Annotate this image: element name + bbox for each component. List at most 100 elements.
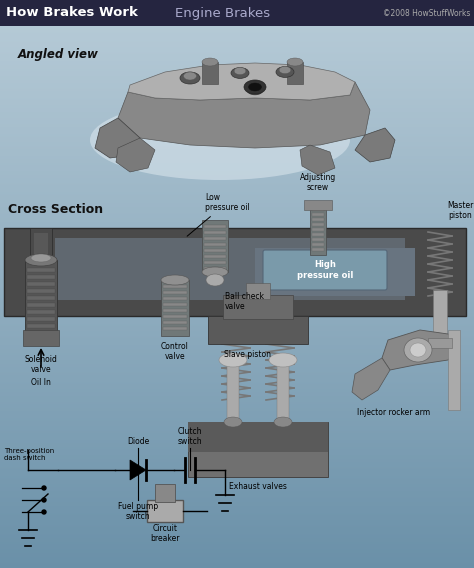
Bar — [23, 330, 59, 346]
Ellipse shape — [274, 417, 292, 427]
Ellipse shape — [25, 254, 57, 266]
Bar — [312, 218, 324, 220]
Bar — [163, 315, 187, 318]
Bar — [188, 422, 328, 452]
Bar — [312, 243, 324, 245]
Bar — [223, 295, 293, 319]
Ellipse shape — [248, 83, 262, 91]
Bar — [27, 324, 55, 328]
Bar — [204, 225, 226, 228]
Ellipse shape — [287, 58, 303, 66]
Bar — [246, 283, 270, 299]
Bar — [27, 310, 55, 314]
Bar — [287, 62, 303, 84]
Text: Diode: Diode — [127, 437, 149, 446]
Ellipse shape — [404, 338, 432, 362]
Ellipse shape — [183, 72, 197, 80]
Bar — [0, 0, 474, 26]
Bar — [34, 233, 48, 283]
Ellipse shape — [410, 343, 426, 357]
Text: Oil In: Oil In — [31, 378, 51, 387]
Polygon shape — [352, 358, 390, 400]
Polygon shape — [95, 118, 140, 158]
Polygon shape — [355, 128, 395, 162]
Bar — [433, 290, 447, 340]
Text: Engine Brakes: Engine Brakes — [175, 6, 270, 19]
Text: High
pressure oil: High pressure oil — [297, 260, 353, 279]
Ellipse shape — [269, 353, 297, 367]
Bar — [312, 228, 324, 231]
Bar — [163, 291, 187, 294]
Text: Ball check
valve: Ball check valve — [225, 292, 264, 311]
Bar — [204, 237, 226, 240]
Text: Control
valve: Control valve — [161, 342, 189, 361]
Bar — [204, 249, 226, 252]
Bar — [163, 327, 187, 330]
Text: Circuit
breaker: Circuit breaker — [150, 524, 180, 544]
Ellipse shape — [31, 254, 51, 262]
Ellipse shape — [234, 68, 246, 74]
Text: Fuel pump
switch: Fuel pump switch — [118, 502, 158, 521]
Text: Injector rocker arm: Injector rocker arm — [357, 408, 430, 417]
Bar — [204, 255, 226, 258]
Text: Clutch
switch: Clutch switch — [178, 427, 202, 446]
Bar — [25, 260, 57, 332]
Ellipse shape — [202, 58, 218, 66]
Bar — [312, 208, 324, 211]
Text: Cross Section: Cross Section — [8, 203, 103, 216]
Bar — [27, 275, 55, 279]
Ellipse shape — [276, 66, 294, 77]
Text: Low
pressure oil: Low pressure oil — [187, 193, 250, 236]
Text: Exhaust valves: Exhaust valves — [229, 482, 287, 491]
Bar — [163, 285, 187, 288]
Bar — [163, 297, 187, 300]
Text: Adjusting
screw: Adjusting screw — [300, 173, 336, 192]
Ellipse shape — [279, 66, 291, 74]
Bar — [27, 296, 55, 300]
Text: Slave piston: Slave piston — [225, 350, 272, 359]
Bar — [312, 248, 324, 250]
Bar — [27, 289, 55, 293]
Bar — [4, 228, 466, 316]
Polygon shape — [118, 82, 370, 148]
Bar — [204, 231, 226, 234]
Text: Angled view: Angled view — [18, 48, 99, 61]
Bar — [204, 267, 226, 270]
Text: Three-position
dash switch: Three-position dash switch — [4, 448, 54, 461]
Ellipse shape — [247, 85, 263, 95]
Text: Solenoid
valve: Solenoid valve — [25, 355, 57, 374]
Ellipse shape — [224, 417, 242, 427]
Bar — [304, 200, 332, 210]
Bar — [27, 282, 55, 286]
Ellipse shape — [42, 498, 46, 502]
Ellipse shape — [90, 100, 350, 180]
Bar — [27, 303, 55, 307]
Bar — [155, 484, 175, 502]
Bar — [161, 280, 189, 336]
Bar — [163, 309, 187, 312]
Bar — [30, 228, 52, 288]
Bar — [255, 248, 415, 296]
Bar — [277, 360, 289, 425]
Bar — [163, 303, 187, 306]
Text: Master
piston: Master piston — [447, 201, 473, 220]
Polygon shape — [130, 460, 146, 480]
Bar — [312, 223, 324, 225]
Ellipse shape — [202, 267, 228, 277]
Bar — [204, 243, 226, 246]
Bar — [204, 261, 226, 264]
Bar — [312, 233, 324, 236]
Bar — [448, 330, 460, 410]
Ellipse shape — [42, 486, 46, 490]
Ellipse shape — [42, 510, 46, 514]
Bar — [147, 500, 183, 522]
Bar — [312, 213, 324, 215]
Bar — [27, 317, 55, 321]
Bar — [312, 238, 324, 240]
Bar — [202, 62, 218, 84]
Bar — [188, 422, 328, 477]
Ellipse shape — [250, 85, 260, 91]
Ellipse shape — [219, 353, 247, 367]
Bar — [27, 268, 55, 272]
Ellipse shape — [206, 274, 224, 286]
